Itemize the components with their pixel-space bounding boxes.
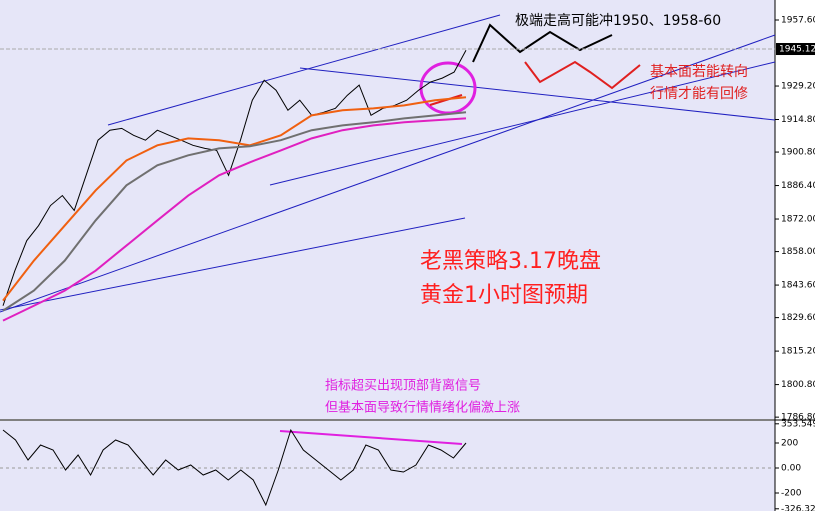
y-tick-label: 1929.20 [781, 82, 815, 92]
last-price-box [776, 43, 815, 56]
y-tick-label: 200 [781, 439, 798, 449]
annotation: 指标超买出现顶部背离信号 [325, 378, 481, 394]
y-tick-label: 1957.60 [781, 15, 815, 25]
trend-lines [0, 14, 776, 445]
y-tick-label: 1800.80 [781, 380, 815, 390]
divergence-arrow [279, 430, 463, 445]
series-line [2, 428, 467, 507]
y-tick-label: 1900.80 [781, 148, 815, 158]
oscillator-panel [0, 421, 775, 511]
y-tick-label: -326.323 [781, 504, 815, 511]
y-tick-label: -200 [781, 489, 802, 499]
annotation: 基本面若能转向 [650, 63, 748, 80]
y-tick-label: 1815.20 [781, 347, 815, 357]
y-tick-label: 1872.00 [781, 215, 815, 225]
main-panel [0, 0, 775, 419]
y-tick-label: 1886.40 [781, 181, 815, 191]
up-path-arrow [472, 23, 613, 63]
y-tick-label: 1858.00 [781, 247, 815, 257]
channel-line [269, 61, 776, 186]
series-line [2, 117, 467, 322]
annotation: 但基本面导致行情情绪化偏激上涨 [325, 401, 520, 416]
headline: 老黑策略3.17晚盘 [420, 249, 601, 274]
series-line [2, 111, 467, 312]
y-tick-label: 353.5496 [781, 419, 815, 429]
last-price-label: 1945.12 [779, 45, 815, 55]
annotation: 行情才能有回修 [650, 86, 748, 102]
y-tick-label: 1843.60 [781, 281, 815, 291]
y-tick-label: 1829.60 [781, 313, 815, 323]
channel-line [0, 34, 776, 313]
y-tick-label: 0.00 [781, 464, 801, 474]
series-line [2, 96, 467, 302]
headline: 黄金1小时图预期 [420, 283, 588, 308]
channel-line [107, 14, 501, 126]
channel-line [299, 67, 776, 121]
y-tick-label: 1786.80 [781, 413, 815, 423]
annotation: 极端走高可能冲1950、1958-60 [515, 12, 721, 29]
y-tick-label: 1914.80 [781, 115, 815, 125]
channel-line [0, 217, 466, 311]
pullback-path-arrow [524, 60, 641, 90]
